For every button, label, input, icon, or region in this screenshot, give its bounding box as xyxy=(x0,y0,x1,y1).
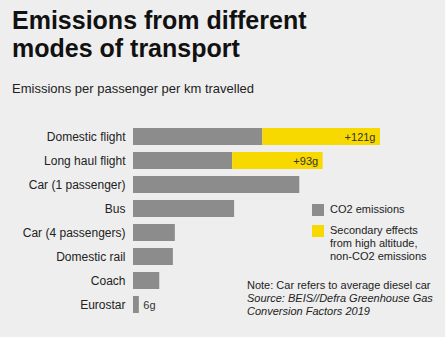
svg-text:Eurostar: Eurostar xyxy=(80,298,125,312)
svg-text:Car (1 passenger): Car (1 passenger) xyxy=(29,178,126,192)
html-text:Emissions from different modes: Emissions from different modes of transp… xyxy=(12,6,307,62)
svg-text:Domestic rail: Domestic rail xyxy=(56,250,125,264)
svg-text:Long haul flight: Long haul flight xyxy=(44,154,126,168)
html-text:Emissions per passenger per km: Emissions per passenger per km travelled xyxy=(12,81,255,96)
svg-text:+93g: +93g xyxy=(293,155,318,167)
html-text:Source: BEIS//Defra Greenhouse: Source: BEIS//Defra Greenhouse Gas Conve… xyxy=(247,292,433,317)
svg-text:Bus: Bus xyxy=(105,202,126,216)
svg-text:Coach: Coach xyxy=(91,274,126,288)
html-text:CO2 emissions: CO2 emissions xyxy=(330,203,405,215)
html-text:Secondary effects from high al: Secondary effects from high altitude, no… xyxy=(330,224,427,262)
svg-text:Domestic flight: Domestic flight xyxy=(47,130,126,144)
html-text:Note: Car refers to average di: Note: Car refers to average diesel car xyxy=(247,279,431,291)
svg-text:6g: 6g xyxy=(143,299,155,311)
svg-text:Car (4 passengers): Car (4 passengers) xyxy=(23,226,126,240)
svg-text:+121g: +121g xyxy=(345,131,376,143)
